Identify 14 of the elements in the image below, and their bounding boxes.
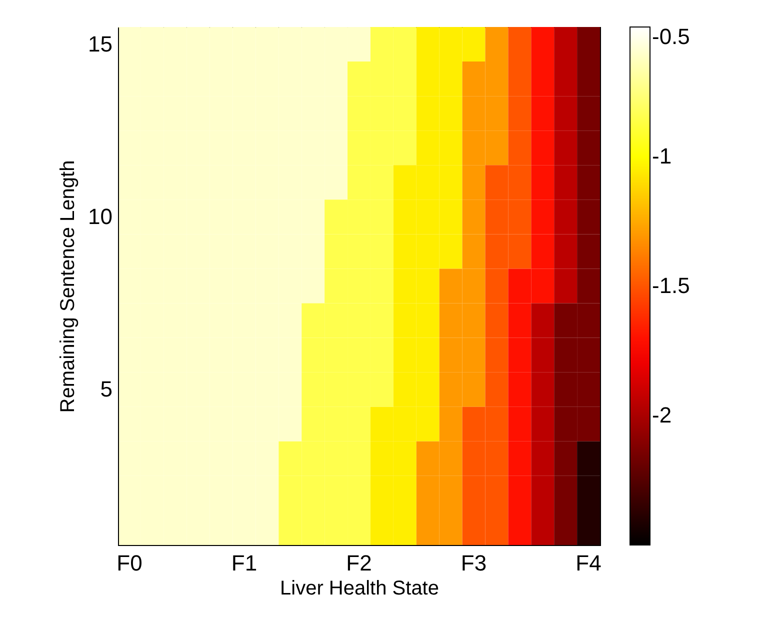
x-axis-title: Liver Health State xyxy=(280,578,439,600)
x-tick-label: F4 xyxy=(576,550,602,576)
x-tick-label: F0 xyxy=(116,550,142,576)
y-tick-label: 5 xyxy=(100,376,112,402)
color-bar-label: -2 xyxy=(652,402,672,428)
color-bar-label: -1 xyxy=(652,144,672,168)
x-tick-label: F3 xyxy=(460,550,487,576)
y-tick-label: 15 xyxy=(88,31,112,56)
color-bar-label: -0.5 xyxy=(652,24,690,49)
y-axis-title: Remaining Sentence Length xyxy=(57,160,80,413)
color-bar-label: -1.5 xyxy=(652,273,690,298)
x-tick-label: F1 xyxy=(231,550,258,576)
x-tick-label: F2 xyxy=(346,550,372,576)
y-tick-label: 10 xyxy=(88,204,112,229)
